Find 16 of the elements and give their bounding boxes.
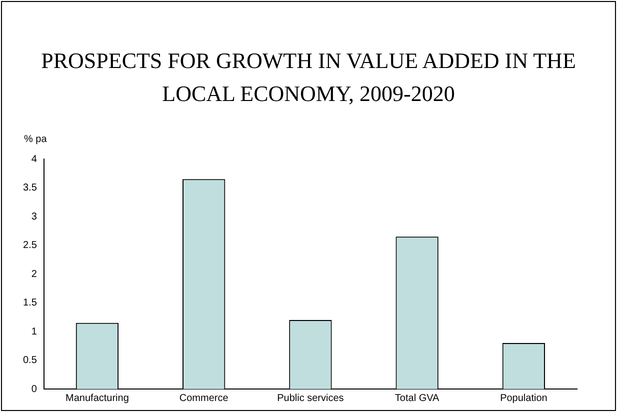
x-tick-label: Total GVA [394,392,440,404]
chart-title: PROSPECTS FOR GROWTH IN VALUE ADDED IN THE LOCAL ECONOMY, 2009-2020 [40,47,577,108]
x-tick-label: Population [500,392,548,404]
y-tick-label: 0.5 [22,355,38,366]
y-tick-label: 1.5 [22,298,38,308]
x-tick-label: Commerce [179,392,229,404]
y-tick-label: 0 [31,384,38,395]
y-tick-label: 3 [31,211,38,222]
y-tick-label: 1 [31,326,38,338]
y-tick-label: 4 [31,154,38,165]
x-tick-label: Manufacturing [66,392,129,404]
y-tick-label: 2 [31,268,38,280]
y-tick-label: 2.5 [22,240,38,251]
y-tick-label: 3.5 [22,182,38,194]
y-axis-title: % pa [24,134,47,145]
x-tick-label: Public services [277,392,344,404]
